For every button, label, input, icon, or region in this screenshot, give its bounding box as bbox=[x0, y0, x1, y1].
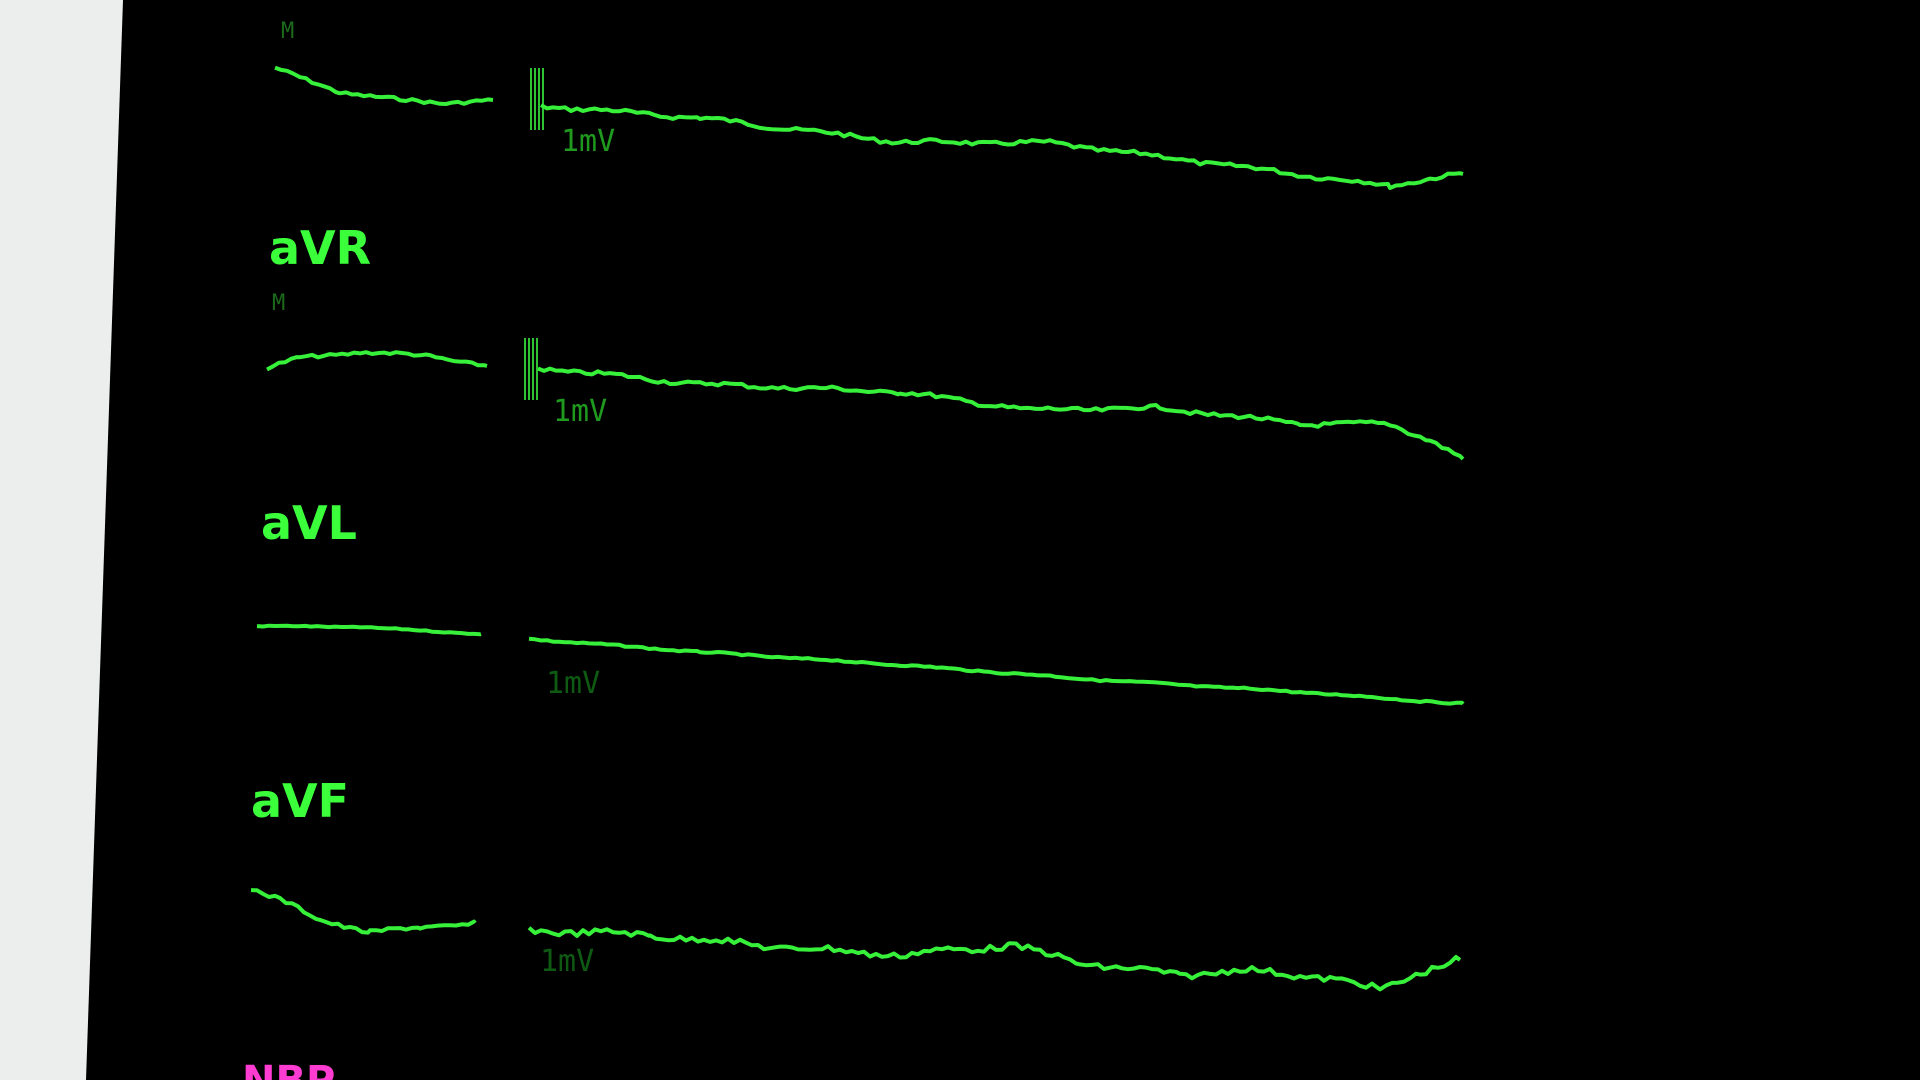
waveforms bbox=[250, 65, 1465, 992]
ecg-waveform bbox=[540, 103, 1464, 190]
ecg-waveform bbox=[274, 65, 494, 106]
ecg-waveform bbox=[266, 350, 488, 372]
ecg-waveform bbox=[527, 926, 1462, 992]
lead-label: aVF bbox=[251, 774, 349, 828]
scale-label: 1mV bbox=[553, 394, 607, 429]
bezel-edge bbox=[0, 0, 123, 1080]
scale-label: 1mV bbox=[546, 666, 600, 701]
lead-label: aVL bbox=[261, 496, 357, 550]
ecg-waveform bbox=[250, 888, 477, 935]
ecg-waveform bbox=[256, 623, 482, 637]
ecg-waveform bbox=[528, 636, 1465, 706]
trace-marker: M bbox=[281, 19, 294, 44]
lead-label: aVR bbox=[269, 221, 371, 275]
scale-label: 1mV bbox=[561, 124, 615, 159]
scale-label: 1mV bbox=[540, 944, 594, 979]
nbp-label: NBP bbox=[242, 1058, 335, 1080]
trace-marker: M bbox=[272, 291, 285, 316]
ecg-waveform bbox=[537, 366, 1465, 461]
